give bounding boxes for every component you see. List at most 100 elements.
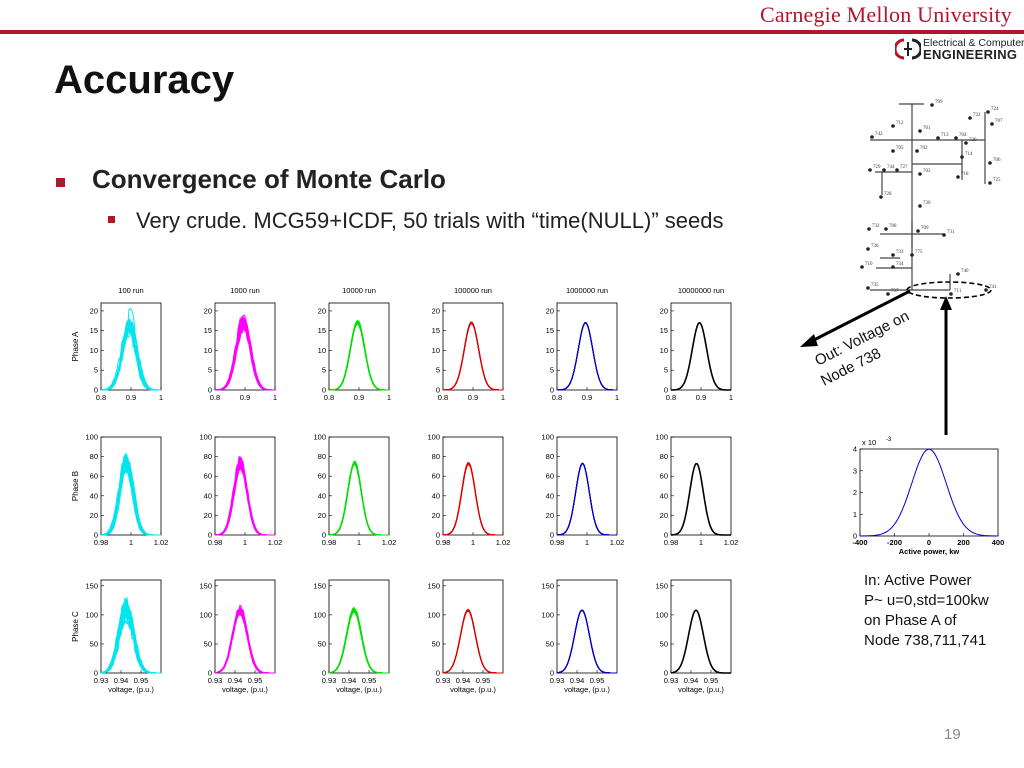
panel-title: 100000 run bbox=[454, 286, 492, 295]
y-tick-label: 10 bbox=[546, 346, 554, 355]
x-tick-label: 1 bbox=[501, 393, 505, 402]
trial-curve bbox=[328, 607, 389, 674]
y-tick-label: 10 bbox=[432, 346, 440, 355]
y-tick-label: 20 bbox=[432, 511, 440, 520]
x-tick-label: 0.9 bbox=[468, 393, 478, 402]
slide-title: Accuracy bbox=[54, 58, 235, 102]
x-tick-label: 0.9 bbox=[126, 393, 136, 402]
y-tick-label: 3 bbox=[853, 466, 857, 475]
y-tick-label: 10 bbox=[318, 346, 326, 355]
panel-frame bbox=[442, 302, 504, 391]
university-logo-text: Carnegie Mellon University bbox=[759, 2, 1012, 27]
y-tick-label: 10 bbox=[660, 346, 668, 355]
x-tick-label: 1.02 bbox=[496, 538, 511, 547]
row-label: Phase B bbox=[71, 471, 80, 501]
trial-curve bbox=[215, 317, 275, 391]
input-line: Node 738,711,741 bbox=[864, 632, 987, 649]
y-tick-label: 0 bbox=[436, 531, 440, 540]
y-tick-label: 50 bbox=[204, 639, 212, 648]
y-tick-label: 5 bbox=[94, 366, 98, 375]
y-tick-label: 40 bbox=[204, 491, 212, 500]
y-tick-label: 5 bbox=[208, 366, 212, 375]
panel-frame bbox=[100, 302, 162, 391]
x-tick-label: 0.98 bbox=[322, 538, 337, 547]
x-tick-label: 200 bbox=[957, 538, 970, 547]
y-tick-label: 50 bbox=[660, 639, 668, 648]
trial-curve bbox=[329, 460, 389, 536]
y-tick-label: 0 bbox=[664, 531, 668, 540]
y-tick-label: 40 bbox=[660, 491, 668, 500]
x-tick-label: 0.95 bbox=[248, 676, 263, 685]
y-tick-label: 80 bbox=[204, 452, 212, 461]
panel-frame bbox=[556, 436, 618, 536]
y-tick-label: 15 bbox=[204, 326, 212, 335]
x-axis-label: voltage, (p.u.) bbox=[450, 685, 496, 694]
y-tick-label: 0 bbox=[322, 669, 326, 678]
y-tick-label: 100 bbox=[199, 610, 212, 619]
x-tick-label: 0.98 bbox=[94, 538, 109, 547]
y-tick-label: 0 bbox=[550, 531, 554, 540]
y-tick-label: 20 bbox=[204, 511, 212, 520]
input-line: on Phase A of bbox=[864, 612, 957, 629]
y-tick-label: 0 bbox=[208, 669, 212, 678]
trial-curve bbox=[557, 322, 617, 391]
y-tick-label: 100 bbox=[427, 610, 440, 619]
trial-curve bbox=[214, 609, 275, 674]
x-tick-label: 0.8 bbox=[210, 393, 220, 402]
y-exponent: -3 bbox=[886, 437, 892, 443]
y-tick-label: 5 bbox=[664, 366, 668, 375]
x-tick-label: 1 bbox=[729, 393, 733, 402]
x-tick-label: 1 bbox=[615, 393, 619, 402]
y-tick-label: 10 bbox=[90, 346, 98, 355]
x-tick-label: 0.94 bbox=[684, 676, 699, 685]
y-tick-label: 50 bbox=[546, 639, 554, 648]
y-tick-label: 0 bbox=[94, 386, 98, 395]
input-description: In: Active Power P~ u=0,std=100kw on Pha… bbox=[864, 571, 1024, 651]
y-tick-label: 10 bbox=[204, 346, 212, 355]
department-logo: Electrical & Computer ENGINEERING bbox=[893, 36, 1024, 64]
y-tick-label: 20 bbox=[318, 511, 326, 520]
y-tick-label: 40 bbox=[432, 491, 440, 500]
x-axis-label: Active power, kw bbox=[899, 547, 960, 556]
y-tick-label: 15 bbox=[318, 326, 326, 335]
panel-frame bbox=[670, 436, 732, 536]
y-tick-label: 20 bbox=[546, 511, 554, 520]
y-tick-label: 20 bbox=[204, 306, 212, 315]
x-tick-label: 0.9 bbox=[354, 393, 364, 402]
x-tick-label: 1 bbox=[129, 538, 133, 547]
x-tick-label: 0.94 bbox=[342, 676, 357, 685]
panel-frame bbox=[442, 436, 504, 536]
x-tick-label: 0.9 bbox=[582, 393, 592, 402]
y-tick-label: 100 bbox=[313, 433, 326, 442]
row-label: Phase C bbox=[71, 611, 80, 642]
y-tick-label: 0 bbox=[94, 669, 98, 678]
x-tick-label: 0.93 bbox=[550, 676, 565, 685]
panel-frame bbox=[442, 579, 504, 674]
y-exponent-base: x 10 bbox=[862, 438, 876, 447]
x-tick-label: 0.93 bbox=[94, 676, 109, 685]
y-tick-label: 5 bbox=[550, 366, 554, 375]
x-axis-label: voltage, (p.u.) bbox=[678, 685, 724, 694]
x-tick-label: 0.95 bbox=[134, 676, 149, 685]
y-tick-label: 40 bbox=[546, 491, 554, 500]
x-tick-label: 0.94 bbox=[114, 676, 129, 685]
panel-frame bbox=[670, 302, 732, 391]
y-tick-label: 1 bbox=[853, 510, 857, 519]
y-tick-label: 100 bbox=[199, 433, 212, 442]
x-tick-label: 1 bbox=[387, 393, 391, 402]
y-tick-label: 100 bbox=[541, 433, 554, 442]
x-tick-label: 0.95 bbox=[476, 676, 491, 685]
panel-title: 10000000 run bbox=[678, 286, 724, 295]
y-tick-label: 50 bbox=[318, 639, 326, 648]
y-tick-label: 20 bbox=[318, 306, 326, 315]
y-tick-label: 5 bbox=[436, 366, 440, 375]
y-tick-label: 0 bbox=[208, 386, 212, 395]
x-tick-label: 1.02 bbox=[382, 538, 397, 547]
y-tick-label: 0 bbox=[550, 669, 554, 678]
x-tick-label: 0.93 bbox=[322, 676, 337, 685]
y-tick-label: 20 bbox=[90, 511, 98, 520]
x-tick-label: 0.9 bbox=[696, 393, 706, 402]
y-tick-label: 100 bbox=[655, 433, 668, 442]
trial-curve bbox=[671, 322, 731, 391]
